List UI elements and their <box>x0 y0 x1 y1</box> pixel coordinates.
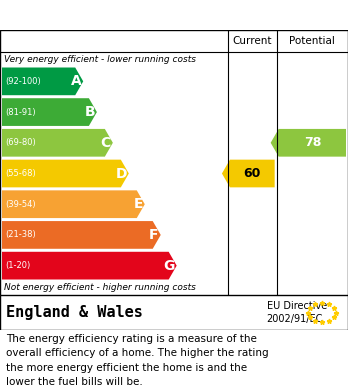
Text: The energy efficiency rating is a measure of the
overall efficiency of a home. T: The energy efficiency rating is a measur… <box>6 334 269 387</box>
Text: (92-100): (92-100) <box>5 77 41 86</box>
Text: (1-20): (1-20) <box>5 261 30 270</box>
Text: England & Wales: England & Wales <box>6 305 143 320</box>
Text: E: E <box>133 197 143 211</box>
Polygon shape <box>271 129 346 157</box>
Text: 78: 78 <box>304 136 321 149</box>
Text: Not energy efficient - higher running costs: Not energy efficient - higher running co… <box>4 283 196 292</box>
Text: Current: Current <box>232 36 272 46</box>
Text: (55-68): (55-68) <box>5 169 36 178</box>
Text: C: C <box>101 136 111 150</box>
Text: F: F <box>149 228 159 242</box>
Polygon shape <box>2 68 83 95</box>
Polygon shape <box>2 190 145 218</box>
Text: Energy Efficiency Rating: Energy Efficiency Rating <box>7 7 217 23</box>
Polygon shape <box>2 252 177 280</box>
Text: G: G <box>163 258 175 273</box>
Text: Potential: Potential <box>290 36 335 46</box>
Polygon shape <box>2 98 97 126</box>
Text: Very energy efficient - lower running costs: Very energy efficient - lower running co… <box>4 54 196 63</box>
Text: 60: 60 <box>244 167 261 180</box>
Text: A: A <box>71 74 81 88</box>
Polygon shape <box>222 160 275 187</box>
Polygon shape <box>2 221 161 249</box>
Polygon shape <box>2 160 129 187</box>
Text: (39-54): (39-54) <box>5 200 35 209</box>
Text: (69-80): (69-80) <box>5 138 36 147</box>
Text: (21-38): (21-38) <box>5 230 36 239</box>
Text: D: D <box>115 167 127 181</box>
Polygon shape <box>2 129 113 157</box>
Text: EU Directive
2002/91/EC: EU Directive 2002/91/EC <box>267 301 327 324</box>
Text: B: B <box>84 105 95 119</box>
Text: (81-91): (81-91) <box>5 108 35 117</box>
